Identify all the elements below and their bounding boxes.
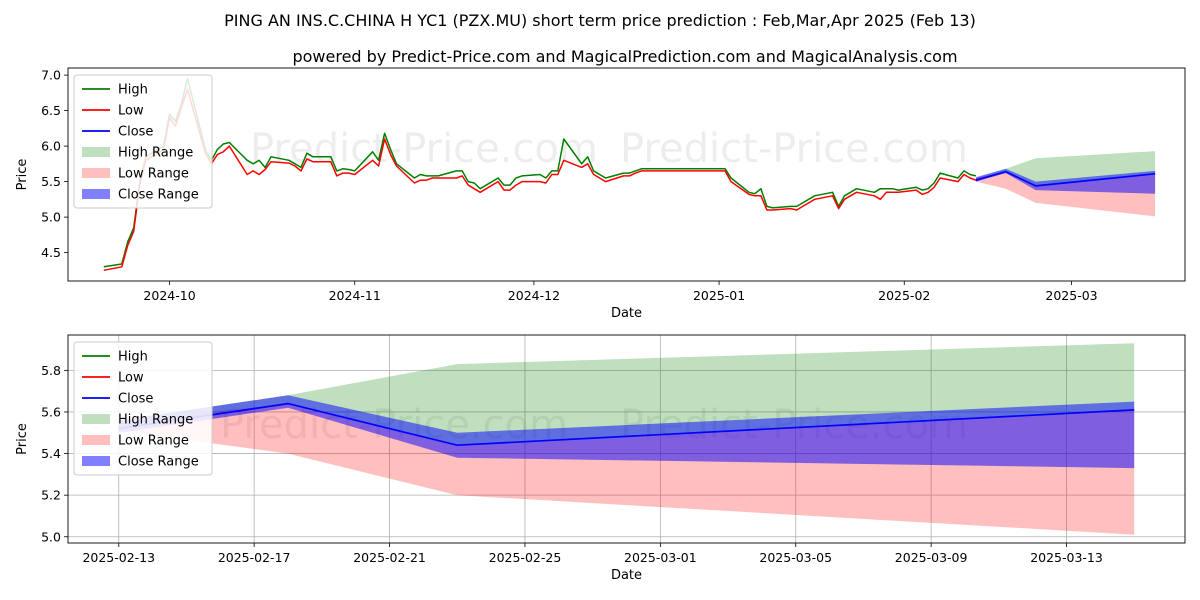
bottom-panel: Predict-Price.comPredict-Price.com2025-0… (15, 334, 1186, 583)
legend-label: High Range (118, 146, 193, 161)
watermark-text: Predict-Price.com (620, 126, 968, 172)
close-prediction-line (975, 170, 1156, 187)
y-tick-label: 5.8 (41, 363, 61, 378)
legend-label: High (118, 83, 148, 98)
x-tick-label: 2025-03-13 (1030, 550, 1103, 565)
chart-title: PING AN INS.C.CHINA H YC1 (PZX.MU) short… (224, 11, 976, 30)
y-tick-label: 7.0 (41, 68, 61, 83)
legend-label: Low (118, 104, 144, 119)
legend-label: High (118, 350, 148, 365)
legend-label: High Range (118, 413, 193, 428)
axes-frame (67, 67, 1186, 282)
y-tick-label: 5.4 (41, 446, 61, 461)
legend-box (73, 74, 213, 209)
legend-label: Low Range (118, 167, 189, 182)
close-range-band (975, 168, 1156, 194)
low-series-line (103, 88, 977, 272)
legend-box (73, 341, 213, 476)
x-tick-label: 2024-12 (508, 288, 560, 303)
x-tick-label: 2025-02-13 (82, 550, 155, 565)
legend: High Low Close High Range Low Range Close Ran… (73, 341, 213, 476)
chart-subtitle: powered by Predict-Price.com and Magical… (292, 47, 957, 66)
y-tick-label: 6.0 (41, 139, 61, 154)
x-tick-label: 2025-03 (1045, 288, 1097, 303)
axes-frame (67, 334, 1186, 544)
legend-swatch-patch (82, 414, 110, 424)
plot-area (68, 335, 1185, 543)
x-tick-label: 2025-02-21 (353, 550, 426, 565)
legend-label: Low Range (118, 434, 189, 449)
top-panel: Predict-Price.com Predict-Price.com 2024-1… (15, 67, 1186, 321)
y-axis-label: Price (15, 423, 30, 455)
x-tick-label: 2025-03-01 (624, 550, 697, 565)
legend-swatch-patch (82, 189, 110, 199)
legend-label: Close (118, 125, 153, 140)
y-tick-label: 5.0 (41, 210, 61, 225)
y-tick-label: 5.5 (41, 174, 61, 189)
legend: High Low Close High Range Low Range Close Ran… (73, 74, 213, 209)
close-range-band (118, 395, 1135, 469)
y-tick-label: 5.2 (41, 488, 61, 503)
watermark-text: Predict-Price.com (250, 126, 598, 172)
y-tick-label: 4.5 (41, 245, 61, 260)
y-tick-label: 5.0 (41, 529, 61, 544)
x-tick-label: 2025-01 (693, 288, 745, 303)
x-tick-label: 2025-03-05 (759, 550, 832, 565)
x-tick-label: 2025-03-09 (895, 550, 968, 565)
x-tick-label: 2025-02-17 (218, 550, 291, 565)
legend-label: Low (118, 371, 144, 386)
x-axis-label: Date (611, 568, 642, 583)
high-series-line (103, 77, 977, 268)
legend-swatch-patch (82, 147, 110, 157)
x-tick-label: 2025-02-25 (489, 550, 562, 565)
x-axis-label: Date (611, 306, 642, 321)
y-tick-label: 6.5 (41, 103, 61, 118)
watermark-group: Predict-Price.com Predict-Price.com (250, 126, 968, 172)
legend-label: Close Range (118, 188, 199, 203)
x-tick-label: 2024-10 (143, 288, 195, 303)
legend-swatch-patch (82, 168, 110, 178)
y-axis-label: Price (15, 159, 30, 191)
x-tick-label: 2025-02 (878, 288, 930, 303)
y-tick-label: 5.6 (41, 404, 61, 419)
legend-swatch-patch (82, 456, 110, 466)
legend-label: Close (118, 392, 153, 407)
plot-area (103, 77, 1156, 272)
x-tick-label: 2024-11 (329, 288, 381, 303)
legend-swatch-patch (82, 435, 110, 445)
legend-label: Close Range (118, 455, 199, 470)
